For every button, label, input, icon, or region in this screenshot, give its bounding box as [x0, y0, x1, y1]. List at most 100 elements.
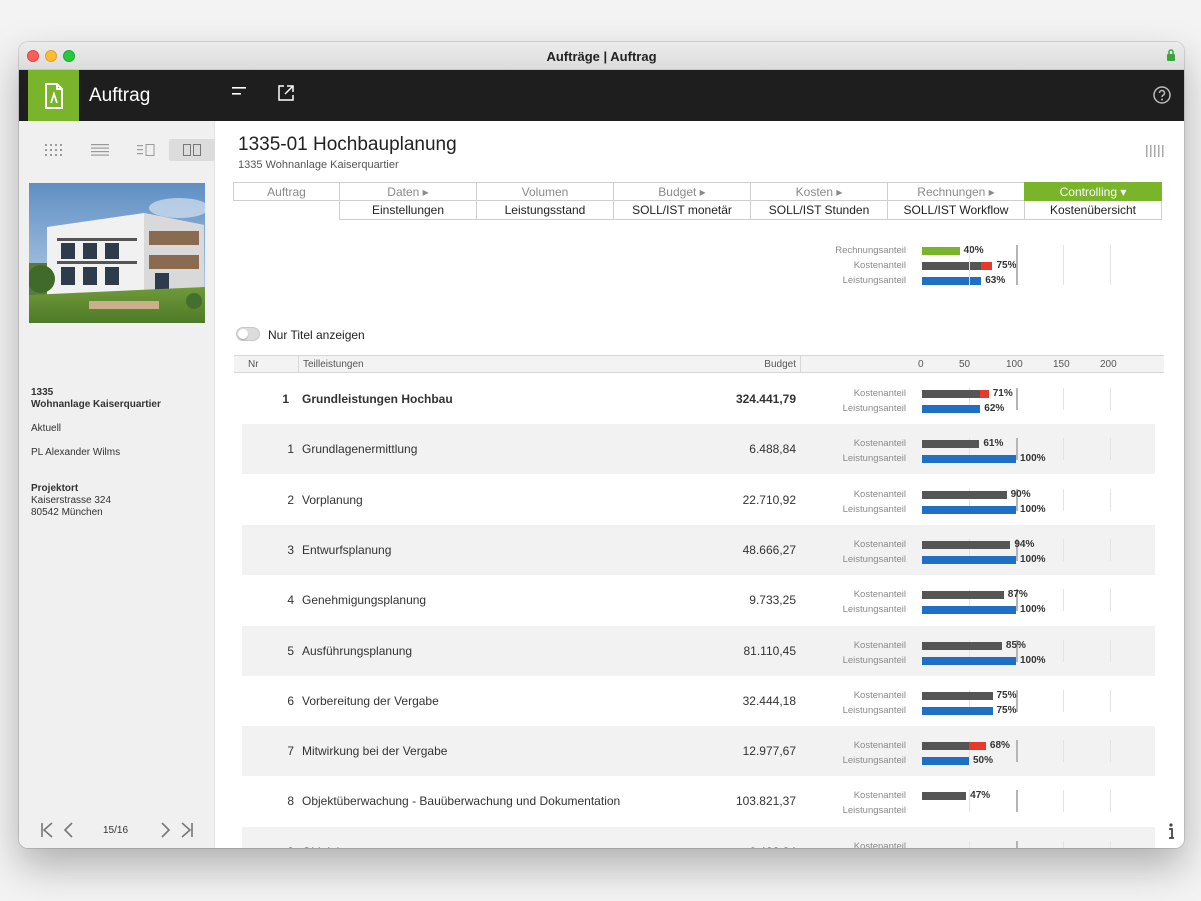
- leistungsanteil-bar: [922, 455, 1016, 464]
- table-row[interactable]: 7 Mitwirkung bei der Vergabe 12.977,67 Kost…: [242, 726, 1155, 777]
- table-row[interactable]: 9Objektbetreuung6.488,84KostenanteilLeis…: [242, 826, 1155, 848]
- leistungsanteil-label: Leistungsanteil: [842, 275, 906, 286]
- row-grid-line: [1110, 438, 1111, 461]
- subtab-kostenuebersicht[interactable]: Kostenübersicht: [1024, 201, 1162, 220]
- grid-icon: [45, 144, 62, 156]
- kostenanteil-percent: 85%: [1005, 639, 1026, 651]
- row-title: Ausführungsplanung: [302, 643, 413, 658]
- title-only-toggle[interactable]: [236, 327, 260, 341]
- close-window-button[interactable]: [27, 50, 39, 62]
- row-grid-line: [1110, 639, 1111, 662]
- row-title: Vorplanung: [302, 492, 363, 507]
- subtab-einstellungen[interactable]: Einstellungen: [339, 201, 477, 220]
- last-record-icon[interactable]: [179, 821, 195, 839]
- tab-volumen[interactable]: Volumen: [476, 182, 614, 201]
- leistungsanteil-label: Leistungsanteil: [842, 503, 906, 515]
- zoom-window-button[interactable]: [63, 50, 75, 62]
- subtab-soll-ist-workflow[interactable]: SOLL/IST Workflow: [887, 201, 1025, 220]
- leistungsanteil-percent: 100%: [1020, 604, 1046, 616]
- row-budget: 22.710,92: [742, 492, 796, 507]
- subtab-soll-ist-monetaer[interactable]: SOLL/IST monetär: [613, 201, 751, 220]
- kostenanteil-label: Kostenanteil: [853, 538, 906, 550]
- row-grid-line: [1063, 538, 1064, 561]
- previous-record-icon[interactable]: [61, 821, 77, 839]
- split-view-button[interactable]: [169, 139, 215, 161]
- tab-controlling[interactable]: Controlling ▾: [1024, 182, 1162, 201]
- leistungsanteil-bar: [922, 277, 982, 285]
- col-nr[interactable]: Nr: [248, 359, 259, 370]
- row-grid-line: [1110, 388, 1111, 410]
- row-grid-line: [1063, 488, 1064, 511]
- kostenanteil-overrun-bar: [981, 262, 993, 270]
- kostenanteil-bar: [922, 540, 1011, 549]
- list-view-button[interactable]: [77, 139, 123, 161]
- row-title: Objektbetreuung: [302, 845, 391, 848]
- row-grid-line: [1063, 388, 1064, 410]
- axis-tick-50: 50: [959, 359, 971, 370]
- leistungsanteil-bar: [922, 757, 969, 766]
- detail-list-view-button[interactable]: [123, 139, 169, 161]
- table-row[interactable]: 4 Genehmigungsplanung 9.733,25 Kostenanteil…: [242, 575, 1155, 625]
- row-grid-line: [1016, 589, 1018, 612]
- axis-tick-0: 0: [918, 359, 924, 370]
- list-icon: [91, 144, 109, 156]
- menu-icon[interactable]: [232, 85, 250, 99]
- leistungsanteil-percent: 63%: [985, 275, 1006, 286]
- external-link-icon[interactable]: [277, 84, 295, 102]
- kostenanteil-bar: [922, 390, 981, 398]
- row-grid-line: [1016, 790, 1018, 813]
- rechnungsanteil-percent: 40%: [963, 245, 984, 256]
- tab-budget[interactable]: Budget ▸: [613, 182, 751, 201]
- col-budget[interactable]: Budget: [764, 359, 796, 370]
- tab-rechnungen[interactable]: Rechnungen ▸: [887, 182, 1025, 201]
- leistungsanteil-label: Leistungsanteil: [842, 654, 906, 666]
- page-subtitle: 1335 Wohnanlage Kaiserquartier: [238, 159, 399, 171]
- kostenanteil-overrun-bar: [980, 390, 989, 398]
- col-separator: [800, 356, 801, 372]
- leistungsanteil-label: Leistungsanteil: [842, 805, 906, 817]
- tab-kosten[interactable]: Kosten ▸: [750, 182, 888, 201]
- table-row[interactable]: 1 Grundlagenermittlung 6.488,84 Kostenantei…: [242, 424, 1155, 475]
- help-icon[interactable]: [1152, 85, 1172, 105]
- table-row[interactable]: 6 Vorbereitung der Vergabe 32.444,18 Kosten…: [242, 676, 1155, 726]
- row-grid-line: [969, 388, 970, 410]
- table-row[interactable]: 1 Grundleistungen Hochbau 324.441,79 Kosten…: [242, 374, 1155, 424]
- leistungsanteil-percent: 100%: [1020, 503, 1046, 515]
- row-number: 6: [287, 693, 294, 708]
- tab-auftrag[interactable]: Auftrag: [233, 182, 340, 201]
- table-row[interactable]: 3 Entwurfsplanung 48.666,27 Kostenanteil Lei…: [242, 524, 1155, 575]
- record-pager: 15/16: [31, 821, 201, 841]
- kostenanteil-label: Kostenanteil: [853, 740, 906, 752]
- document-icon: [44, 82, 63, 109]
- project-photo: [29, 183, 205, 323]
- row-grid-line: [969, 689, 970, 712]
- next-record-icon[interactable]: [157, 821, 173, 839]
- app-title: Auftrag: [89, 85, 151, 106]
- summary-grid-line: [969, 245, 970, 285]
- kostenanteil-bar: [922, 262, 982, 270]
- kostenanteil-percent: 61%: [983, 438, 1004, 450]
- minimize-window-button[interactable]: [45, 50, 57, 62]
- columns-icon[interactable]: [1146, 145, 1164, 157]
- table-row[interactable]: 5 Ausführungsplanung 81.110,45 Kostenanteil…: [242, 625, 1155, 676]
- row-grid-line: [1063, 689, 1064, 712]
- location-street: Kaiserstrasse 324: [31, 495, 112, 506]
- subtab-leistungsstand[interactable]: Leistungsstand: [476, 201, 614, 220]
- tab-daten[interactable]: Daten ▸: [339, 182, 477, 201]
- row-grid-line: [1110, 840, 1111, 848]
- row-grid-line: [1110, 488, 1111, 511]
- table-row[interactable]: 8 Objektüberwachung - Bauüberwachung und …: [242, 776, 1155, 826]
- table-row[interactable]: 2 Vorplanung 22.710,92 Kostenanteil Leistung…: [242, 475, 1155, 525]
- row-budget: 6.488,84: [749, 442, 796, 457]
- info-icon[interactable]: [1166, 822, 1176, 840]
- leistungsanteil-bar: [922, 606, 1016, 615]
- kostenanteil-label: Kostenanteil: [853, 260, 906, 271]
- grid-view-button[interactable]: [31, 139, 77, 161]
- kostenanteil-bar: [922, 691, 993, 700]
- first-record-icon[interactable]: [39, 821, 55, 839]
- subtab-soll-ist-stunden[interactable]: SOLL/IST Stunden: [750, 201, 888, 220]
- app-window: Aufträge | Auftrag Auftrag: [19, 42, 1184, 848]
- record-counter: 15/16: [103, 825, 129, 836]
- col-teilleistungen[interactable]: Teilleistungen: [298, 356, 364, 372]
- row-grid-line: [1063, 438, 1064, 461]
